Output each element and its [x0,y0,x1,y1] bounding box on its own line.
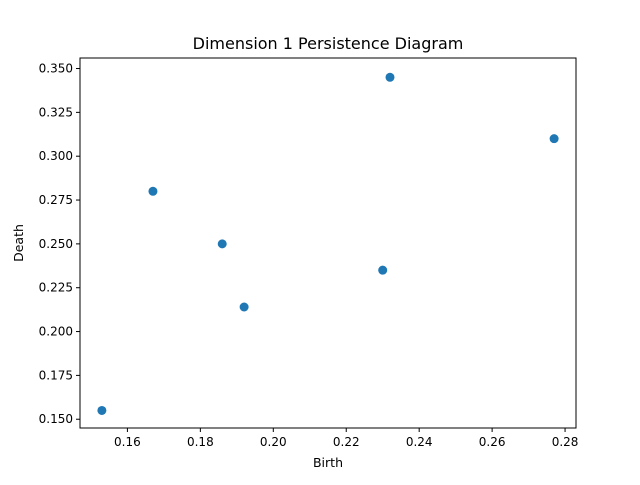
chart-title: Dimension 1 Persistence Diagram [193,34,464,53]
y-axis-label: Death [11,224,26,262]
y-tick-label: 0.175 [39,368,73,382]
data-point [97,405,107,415]
y-tick-label: 0.325 [39,105,73,119]
data-point [385,72,395,82]
data-point [378,265,388,275]
y-tick-label: 0.300 [39,149,73,163]
y-tick-label: 0.275 [39,193,73,207]
x-tick-label: 0.16 [114,435,141,449]
x-tick-label: 0.24 [406,435,433,449]
y-tick-label: 0.200 [39,325,73,339]
x-tick-label: 0.26 [479,435,506,449]
y-tick-label: 0.350 [39,62,73,76]
y-tick-label: 0.150 [39,412,73,426]
data-point [549,134,559,144]
x-tick-label: 0.20 [260,435,287,449]
x-tick-label: 0.18 [187,435,214,449]
x-tick-label: 0.22 [333,435,360,449]
x-tick-label: 0.28 [552,435,579,449]
y-tick-label: 0.250 [39,237,73,251]
data-point [217,239,227,249]
plot-layer: 0.16 0.18 0.20 0.22 0.24 0.26 0.28 0.150 0.175 0.… [39,62,579,449]
y-tick-label: 0.225 [39,281,73,295]
data-point [148,186,158,196]
data-point [239,302,249,312]
x-axis-label: Birth [313,455,343,470]
axes-frame [79,57,577,429]
